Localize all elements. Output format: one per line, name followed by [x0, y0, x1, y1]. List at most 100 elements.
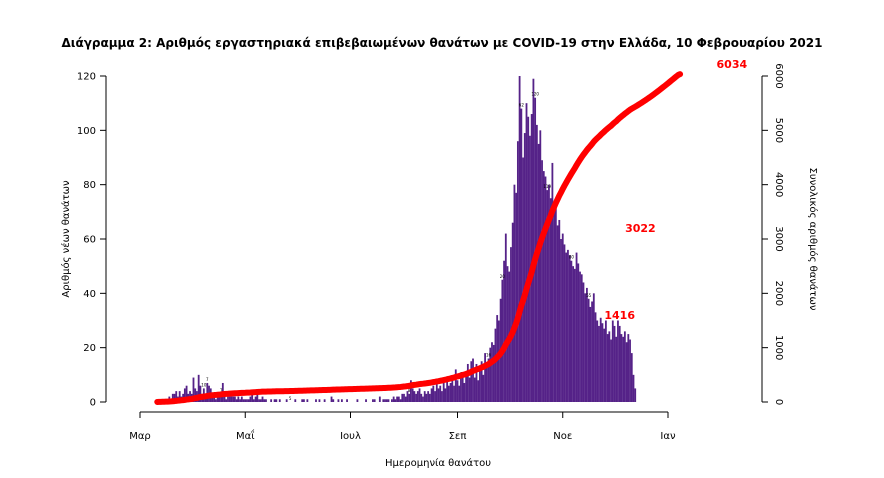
bar	[632, 374, 635, 402]
bar	[604, 320, 607, 402]
bar	[606, 334, 609, 402]
bar	[587, 298, 590, 402]
bar	[258, 399, 260, 402]
bar	[565, 252, 568, 402]
bar	[603, 328, 606, 402]
bar	[252, 399, 255, 402]
bar	[541, 160, 543, 402]
bar	[265, 399, 267, 402]
bar	[294, 399, 297, 402]
bar	[256, 393, 259, 402]
y-axis-left-tick-label: 100	[77, 126, 96, 137]
bar	[630, 353, 633, 402]
bar	[227, 396, 229, 402]
bar-value-label: 20	[500, 274, 506, 279]
bar	[178, 391, 181, 402]
bar	[472, 358, 474, 402]
bar	[382, 399, 385, 402]
bar-value-label: 16	[486, 353, 492, 358]
bar	[525, 103, 528, 403]
bar	[396, 396, 398, 402]
bar	[394, 399, 397, 402]
bar	[408, 393, 411, 402]
chart-title: Διάγραμμα 2: Αριθμός εργαστηριακά επιβεβ…	[61, 36, 823, 50]
bar	[594, 312, 597, 402]
bar	[601, 323, 604, 402]
bar	[575, 252, 578, 402]
bar	[332, 399, 335, 402]
bar	[372, 399, 374, 402]
bar	[435, 382, 438, 402]
bar	[563, 244, 566, 402]
bar	[460, 374, 462, 402]
bar	[489, 347, 492, 402]
bar	[567, 249, 569, 402]
bar	[504, 233, 507, 402]
bar	[223, 396, 226, 402]
bar	[572, 266, 574, 402]
bar	[173, 393, 176, 402]
bar	[270, 399, 273, 402]
bar	[410, 380, 412, 402]
bar	[480, 361, 483, 402]
y-axis-right: 0 1000 2000 3000 4000 5000 6000	[761, 63, 784, 405]
bar	[515, 192, 518, 402]
bar	[537, 143, 540, 403]
bar	[249, 396, 252, 402]
x-axis-tick-label: Μαΐ	[236, 428, 255, 442]
bar	[582, 282, 585, 402]
bar	[470, 361, 473, 402]
bar	[263, 399, 266, 402]
bar	[247, 399, 250, 402]
bar	[437, 388, 440, 402]
bar	[232, 396, 235, 402]
line-annotation-label: 6034	[717, 58, 748, 71]
bar	[428, 393, 431, 402]
bar	[622, 336, 625, 402]
bar	[446, 380, 449, 402]
bar-value-label: 80	[569, 255, 575, 260]
bar	[510, 247, 512, 402]
bar	[501, 279, 504, 402]
bar	[511, 222, 514, 402]
bar	[522, 157, 524, 402]
bar	[591, 301, 593, 402]
bar	[530, 114, 533, 402]
x-axis-tick-label: Σεπ	[449, 431, 467, 442]
bar	[451, 377, 454, 402]
y-axis-right-tick-label: 2000	[773, 281, 784, 306]
bar	[416, 391, 419, 402]
bar	[434, 391, 436, 402]
bar	[384, 399, 386, 402]
bar	[556, 225, 559, 402]
bar	[553, 211, 556, 402]
bar	[482, 374, 485, 402]
bar	[218, 396, 221, 402]
bar-value-label: 7	[220, 388, 223, 393]
bar	[485, 363, 488, 402]
bar	[596, 320, 599, 402]
annotation-group: 1416 3022 6034	[604, 58, 747, 322]
bar	[477, 380, 480, 402]
bar	[523, 133, 526, 403]
bar	[610, 339, 612, 402]
cumulative-line	[154, 71, 684, 405]
bar	[337, 399, 340, 402]
y-axis-left-title: Αριθμός νέων θανάτων	[60, 180, 72, 298]
bar	[171, 393, 174, 402]
bar	[240, 396, 243, 402]
line-annotation-label: 1416	[604, 309, 635, 322]
bar	[549, 198, 552, 402]
bar	[378, 396, 381, 402]
bar	[220, 393, 222, 402]
bar	[463, 382, 466, 402]
y-axis-left-tick-label: 0	[90, 398, 96, 409]
bar	[494, 328, 497, 402]
bar-value-label: 10	[201, 382, 207, 387]
bar	[580, 274, 583, 402]
bar	[617, 320, 619, 402]
bar	[404, 396, 407, 402]
bar	[618, 325, 621, 402]
bar	[373, 399, 376, 402]
bar	[213, 396, 216, 402]
